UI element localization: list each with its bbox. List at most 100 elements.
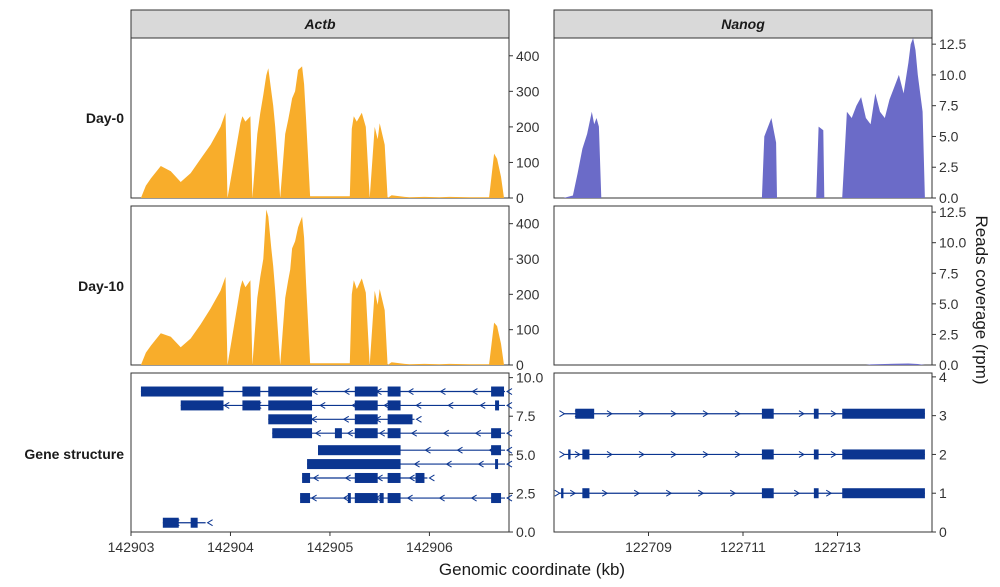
nanog-gene-transcript-0-arrow [606,410,613,418]
actb-gene-transcript-7-end-arrow [506,494,513,502]
actb-day10-ytick-label-1: 100 [516,322,540,338]
actb-gene-transcript-0-exon-0 [140,386,224,397]
actb-gene-transcript-3-exon-4 [491,428,502,439]
actb-gene-transcript-1-arrow [479,401,486,409]
nanog-gene-ytick-label-2: 2 [939,446,947,462]
actb-gene-transcript-7-arrow [342,494,349,502]
actb-gene-transcript-0-arrow [439,388,446,395]
actb-gene-transcript-8-end-arrow [206,519,213,527]
actb-gene-transcript-6-end-arrow [428,474,435,482]
actb-gene-transcript-7-exon-1 [347,493,351,504]
nanog-gene-transcript-2-exon-0 [561,488,564,499]
nanog-gene-transcript-0-exon-1 [761,408,774,419]
nanog-gene-transcript-0-arrow [670,410,677,418]
nanog-gene-transcript-1-end-arrow [559,451,566,458]
nanog-gene-transcript-2-arrow [601,489,609,497]
nanog-gene-transcript-1-arrow [798,451,805,458]
nanog-gene-transcript-2-arrow [825,489,833,497]
actb-gene-transcript-3-arrow [474,429,482,437]
panel-title-nanog: Nanog [721,16,765,32]
actb-gene-transcript-3-arrow [346,429,354,437]
row-label-day10: Day-10 [78,278,124,294]
nanog-gene-transcript-1-arrow [670,451,677,458]
actb-gene-transcript-1-arrow [383,401,390,409]
actb-day10-coverage-area [140,209,504,365]
nanog-gene-transcript-2-exon-2 [761,488,774,499]
nanog-gene-transcript-0-exon-3 [842,408,925,419]
nanog-gene-transcript-2-arrow [729,489,737,497]
actb-gene-transcript-7-arrow [438,494,445,502]
x-axis-title: Genomic coordinate (kb) [439,560,625,579]
strip-nanog-bg [553,9,933,39]
actb-gene-transcript-2-exon-2 [387,414,413,425]
actb-day0-panel [130,37,510,199]
actb-gene-transcript-3-exon-0 [272,428,313,439]
actb-gene-transcript-0-arrow [343,388,350,395]
actb-gene-transcript-6-exon-0 [302,472,311,483]
actb-gene-transcript-3-exon-1 [334,428,342,439]
actb-gene-transcript-0-exon-1 [242,386,261,397]
actb-gene-transcript-5-exon-0 [307,459,401,470]
actb-gene-transcript-1-exon-3 [354,400,378,411]
actb-day0-ytick-label-4: 400 [516,48,540,64]
nanog-day10-ytick-label-3: 7.5 [939,265,959,281]
actb-gene-xtick-label-3: 142906 [406,539,453,555]
row-label-gene-structure: Gene structure [24,446,124,462]
actb-gene-transcript-1-arrow [319,401,326,409]
actb-gene-transcript-2-exon-0 [268,414,313,425]
actb-gene-transcript-2-arrow [342,415,350,423]
nanog-gene-transcript-2-arrow [665,489,673,497]
actb-day10-ytick-label-2: 200 [516,286,540,302]
actb-gene-transcript-3-arrow [314,429,322,437]
actb-day0-ytick-label-2: 200 [516,119,540,135]
actb-gene-transcript-4-exon-0 [318,445,401,456]
nanog-gene-transcript-1-arrow [574,451,581,458]
nanog-gene-transcript-0-arrow [830,410,837,418]
actb-gene-transcript-5-end-arrow [506,460,513,468]
actb-gene-transcript-1-end-arrow [506,401,513,409]
actb-gene-transcript-0-exon-5 [491,386,505,397]
actb-gene-transcript-0-arrow [471,388,478,395]
nanog-gene-transcript-1-arrow [830,451,837,458]
actb-gene-transcript-5-arrow [413,460,420,468]
nanog-gene-transcript-1-exon-4 [842,449,925,460]
nanog-gene-transcript-2-exon-4 [842,488,925,499]
nanog-gene-transcript-1-exon-2 [761,449,774,460]
nanog-gene-ytick-label-1: 1 [939,485,947,501]
actb-gene-transcript-0-arrow [311,388,318,395]
actb-day10-ytick-label-0: 0 [516,357,524,373]
nanog-day0-coverage-area [563,38,925,198]
strip-actb-bg [130,9,510,39]
panels: 010020030040001002003004000.02.55.07.510… [108,36,967,555]
nanog-day10-ytick-label-4: 10.0 [939,235,966,251]
nanog-gene-xtick-label-1: 122711 [720,539,766,555]
nanog-gene-transcript-1-exon-0 [568,449,571,460]
actb-gene-transcript-0-exon-2 [268,386,313,397]
nanog-day0-ytick-label-4: 10.0 [939,67,966,83]
nanog-day0-ytick-label-2: 5.0 [939,128,959,144]
actb-gene-transcript-6-arrow [344,474,351,482]
nanog-day10-ytick-label-1: 2.5 [939,326,959,342]
nanog-gene-transcript-0-arrow [798,410,805,418]
nanog-day0-ytick-label-3: 7.5 [939,98,959,114]
actb-gene-transcript-3-end-arrow [506,429,513,437]
actb-day0-coverage-area [140,66,504,199]
panel-title-actb: Actb [303,16,336,32]
actb-gene-ytick-label-3: 7.5 [516,408,536,424]
nanog-day10-ytick-label-2: 5.0 [939,296,959,312]
actb-gene-transcript-5-exon-1 [495,459,499,470]
nanog-day0-ytick-label-0: 0.0 [939,190,959,206]
nanog-gene-ytick-label-0: 0 [939,524,947,540]
actb-gene-transcript-3-exon-2 [354,428,378,439]
row-label-day0: Day-0 [86,110,124,126]
actb-gene-transcript-7-arrow [406,494,413,502]
nanog-gene-transcript-0-exon-0 [575,408,595,419]
nanog-gene-transcript-1-arrow [606,451,613,458]
actb-gene-transcript-6-exon-3 [415,472,425,483]
nanog-gene-transcript-0-arrow [702,410,709,418]
actb-gene-transcript-3-exon-3 [387,428,401,439]
actb-gene-ytick-label-4: 10.0 [516,370,543,386]
nanog-gene-transcript-2-arrow [633,489,641,497]
nanog-gene-transcript-1-arrow [702,451,709,458]
